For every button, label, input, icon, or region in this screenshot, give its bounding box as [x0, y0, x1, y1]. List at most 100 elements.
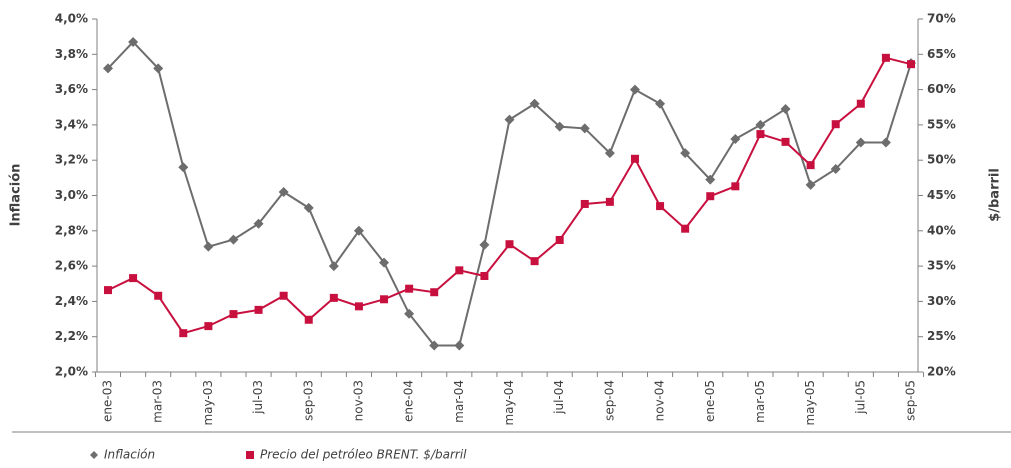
y2-axis-title: $/barril	[988, 168, 1003, 222]
x-tick-label: ene-04	[402, 380, 416, 422]
y-tick-label: 2,4%	[55, 294, 88, 308]
x-tick-label: may-04	[502, 380, 516, 426]
marker	[454, 340, 465, 351]
marker	[129, 274, 138, 283]
y2-tick-label: 60%	[927, 82, 956, 96]
marker	[329, 293, 338, 302]
y2-tick-label: 45%	[927, 188, 956, 202]
marker	[629, 84, 640, 95]
y2-tick-label: 25%	[927, 329, 956, 343]
marker	[479, 239, 490, 250]
x-tick-label: sep-05	[904, 380, 918, 421]
marker	[455, 266, 464, 275]
marker	[529, 98, 540, 109]
marker	[755, 119, 766, 130]
x-tick-label: sep-04	[602, 380, 616, 421]
marker	[604, 148, 615, 159]
y-tick-label: 3,0%	[55, 188, 88, 202]
marker	[404, 308, 415, 319]
marker	[254, 305, 263, 314]
marker	[204, 322, 213, 331]
legend-symbol	[246, 451, 254, 459]
marker	[605, 197, 614, 206]
x-tick-label: jul-04	[552, 380, 566, 415]
marker	[530, 257, 539, 266]
y-tick-label: 3,4%	[55, 117, 88, 131]
marker	[179, 329, 188, 338]
marker	[856, 99, 865, 108]
y-tick-label: 3,2%	[55, 153, 88, 167]
marker	[630, 154, 639, 163]
marker	[730, 134, 741, 145]
marker	[405, 284, 414, 293]
y-tick-label: 2,0%	[55, 365, 88, 379]
y-tick-label: 4,0%	[55, 12, 88, 26]
y-tick-label: 2,6%	[55, 259, 88, 273]
marker	[380, 295, 389, 304]
marker	[429, 340, 440, 351]
marker	[580, 199, 589, 208]
marker	[805, 179, 816, 190]
y2-tick-label: 40%	[927, 223, 956, 237]
x-tick-label: mar-03	[151, 380, 165, 423]
series-line	[107, 56, 912, 335]
y-tick-label: 2,2%	[55, 329, 88, 343]
marker	[780, 104, 791, 115]
marker	[656, 202, 665, 211]
y2-tick-label: 70%	[927, 12, 956, 26]
marker	[353, 225, 364, 236]
marker	[855, 137, 866, 148]
marker	[731, 182, 740, 191]
marker	[907, 60, 915, 69]
y2-tick-label: 20%	[927, 365, 956, 379]
marker	[328, 261, 339, 272]
marker	[278, 186, 289, 197]
marker	[229, 310, 238, 319]
y2-tick-label: 30%	[927, 294, 956, 308]
y2-tick-label: 55%	[927, 117, 956, 131]
marker	[480, 271, 489, 280]
marker	[756, 130, 765, 139]
x-tick-label: nov-03	[351, 380, 365, 421]
x-tick-label: jul-03	[251, 380, 265, 415]
x-tick-label: ene-03	[101, 380, 115, 422]
marker	[505, 240, 514, 249]
marker	[178, 162, 189, 173]
series-line	[107, 40, 912, 347]
marker	[781, 137, 790, 146]
legend-label: Precio del petróleo BRENT. $/barril	[260, 448, 467, 462]
y-tick-label: 2,8%	[55, 223, 88, 237]
marker	[681, 224, 690, 233]
marker	[379, 257, 390, 268]
marker	[103, 63, 113, 74]
y-tick-label: 3,6%	[55, 82, 88, 96]
x-tick-label: sep-03	[301, 380, 315, 421]
y-axis-title: Inflación	[9, 164, 24, 227]
x-tick-label: nov-04	[653, 380, 667, 421]
marker	[555, 235, 564, 244]
y-tick-label: 3,8%	[55, 47, 88, 61]
x-tick-label: ene-05	[703, 380, 717, 422]
marker	[303, 202, 314, 213]
marker	[881, 53, 890, 62]
marker	[228, 234, 239, 245]
x-tick-label: may-05	[803, 380, 817, 426]
marker	[253, 218, 264, 229]
y2-tick-label: 35%	[927, 259, 956, 273]
legend-label: Inflación	[104, 448, 155, 462]
marker	[680, 148, 691, 159]
marker	[203, 241, 214, 252]
marker	[153, 63, 164, 74]
marker	[880, 137, 891, 148]
marker	[579, 123, 590, 134]
marker	[304, 315, 313, 324]
marker	[831, 120, 840, 129]
x-tick-label: may-03	[201, 380, 215, 426]
x-tick-label: mar-05	[753, 380, 767, 423]
x-tick-label: jul-05	[853, 380, 867, 415]
marker	[706, 192, 715, 201]
marker	[504, 114, 515, 125]
marker	[128, 36, 139, 47]
legend-symbol	[90, 451, 98, 459]
